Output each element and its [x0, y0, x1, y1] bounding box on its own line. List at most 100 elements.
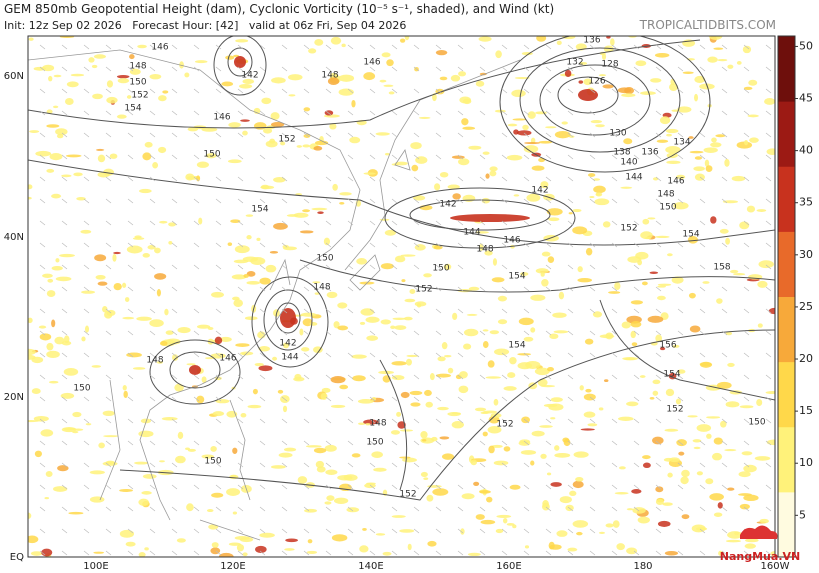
wind-barb: [501, 44, 508, 50]
colorbar-frame: [777, 35, 796, 558]
wind-barb: [655, 88, 662, 94]
wind-barb: [457, 484, 464, 490]
wind-barb: [149, 242, 156, 248]
wind-barb: [215, 550, 222, 556]
vorticity-patch: [642, 218, 650, 225]
vorticity-patch: [132, 367, 146, 370]
wind-barb: [303, 44, 310, 50]
contour-label: 142: [531, 186, 548, 196]
wind-barb: [83, 484, 90, 490]
wind-barb: [677, 176, 684, 182]
wind-barb: [171, 220, 178, 226]
wind-barb: [347, 176, 354, 182]
wind-barb: [83, 308, 90, 314]
vorticity-patch: [458, 158, 470, 166]
wind-barb: [523, 308, 530, 314]
vorticity-patch: [671, 109, 680, 112]
vorticity-patch: [285, 538, 298, 543]
wind-barb: [193, 484, 200, 490]
vorticity-patch: [280, 141, 286, 146]
wind-barb: [303, 308, 310, 314]
wind-barb: [435, 418, 442, 424]
wind-barb: [105, 242, 112, 248]
wind-barb: [743, 396, 750, 402]
wind-barb: [149, 88, 156, 94]
wind-barb: [655, 330, 662, 336]
vorticity-patch: [518, 317, 534, 326]
lon-label: 140E: [358, 561, 383, 572]
vorticity-patch: [303, 107, 311, 112]
vorticity-patch: [403, 316, 413, 321]
wind-barb: [259, 154, 266, 160]
wind-barb: [435, 110, 442, 116]
vorticity-patch: [493, 348, 510, 356]
wind-barb: [237, 528, 244, 534]
vorticity-patch: [727, 487, 735, 491]
vorticity-patch: [503, 386, 517, 391]
wind-barb: [611, 418, 618, 424]
wind-barb: [589, 374, 596, 380]
vorticity-patch: [426, 494, 434, 502]
wind-barb: [589, 286, 596, 292]
wind-barb: [39, 44, 46, 50]
wind-barb: [325, 374, 332, 380]
vorticity-patch: [655, 235, 670, 239]
wind-barb: [347, 528, 354, 534]
vorticity-patch: [649, 271, 659, 274]
vorticity-patch: [742, 45, 752, 54]
wind-barb: [677, 198, 684, 204]
wind-barb: [413, 528, 420, 534]
vorticity-patch: [312, 346, 323, 354]
wind-barb: [633, 484, 640, 490]
wind-barb: [611, 176, 618, 182]
vorticity-patch: [206, 509, 214, 513]
contour-label: 148: [146, 356, 163, 366]
wind-barb: [391, 484, 398, 490]
vorticity-patch: [475, 514, 485, 520]
vorticity-patch: [689, 325, 701, 333]
vorticity-patch: [103, 435, 119, 438]
vorticity-patch: [527, 111, 536, 119]
vorticity-patch: [531, 430, 545, 437]
wind-barb: [479, 462, 486, 468]
wind-barb: [325, 308, 332, 314]
wind-barb: [435, 462, 442, 468]
wind-barb: [611, 374, 618, 380]
vorticity-patch: [383, 84, 394, 87]
vorticity-patch: [564, 69, 572, 78]
vorticity-patch: [129, 54, 135, 60]
wind-barb: [105, 286, 112, 292]
vorticity-patch: [422, 439, 427, 442]
vorticity-patch: [678, 451, 685, 456]
wind-barb: [83, 132, 90, 138]
contour-label: 142: [439, 200, 456, 210]
vorticity-patch: [724, 449, 737, 452]
wind-barb: [677, 418, 684, 424]
wind-barb: [501, 286, 508, 292]
vorticity-patch: [434, 183, 441, 191]
vorticity-patch: [382, 551, 392, 556]
wind-barb: [237, 242, 244, 248]
contour-label: 146: [219, 354, 236, 364]
vorticity-patch: [211, 291, 224, 298]
wind-barb: [237, 154, 244, 160]
wind-barb: [765, 220, 772, 226]
wind-barb: [435, 308, 442, 314]
vorticity-patch: [655, 334, 662, 343]
vorticity-patch: [28, 317, 33, 324]
wind-barb: [237, 462, 244, 468]
wind-barb: [435, 352, 442, 358]
vorticity-patch: [656, 139, 669, 143]
wind-barb: [523, 132, 530, 138]
wind-barb: [171, 440, 178, 446]
vorticity-patch: [602, 221, 611, 228]
wind-barb: [655, 220, 662, 226]
wind-barb: [391, 264, 398, 270]
vorticity-patch: [700, 361, 713, 368]
wind-barb: [83, 440, 90, 446]
wind-barb: [193, 506, 200, 512]
wind-barb: [611, 220, 618, 226]
vorticity-patch: [356, 257, 368, 265]
vorticity-patch: [614, 282, 621, 291]
wind-barb: [677, 528, 684, 534]
